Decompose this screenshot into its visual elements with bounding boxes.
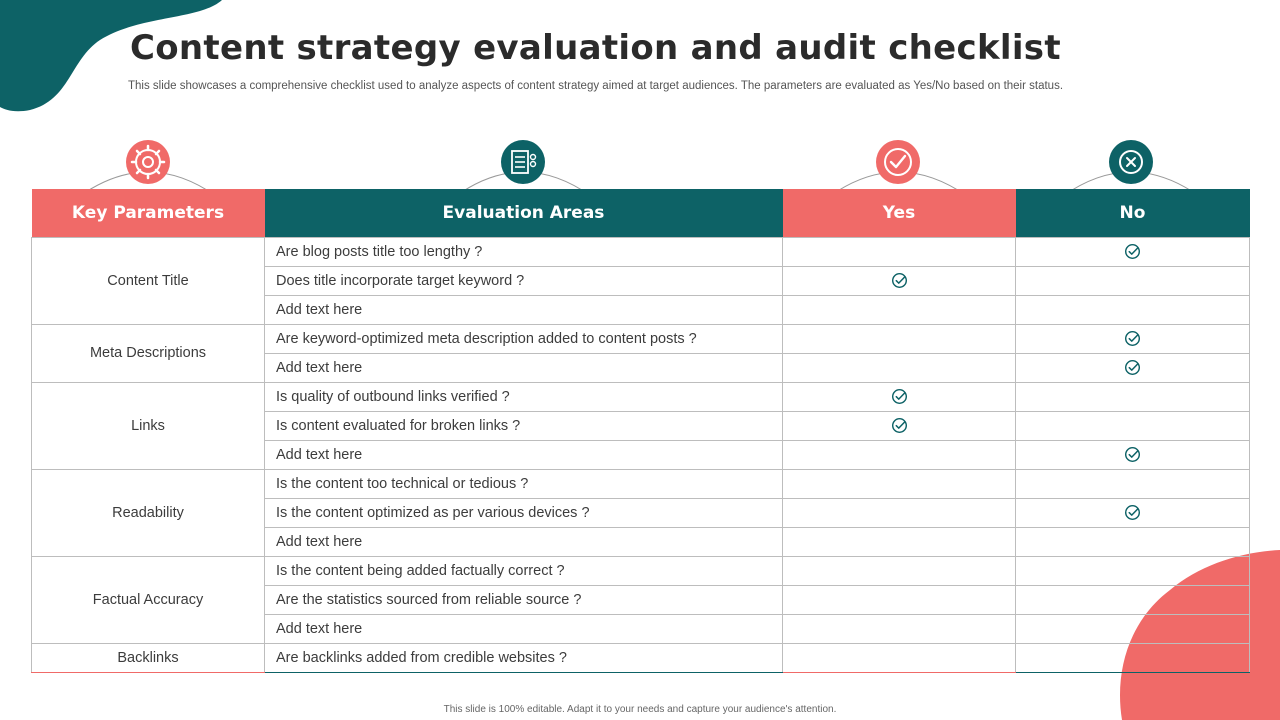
no-cell (1015, 236, 1250, 267)
key-parameter-cell: Backlinks (31, 642, 265, 673)
table-row: Add text here (32, 294, 1250, 325)
evaluation-area-cell: Add text here (264, 352, 783, 383)
no-cell (1015, 468, 1250, 499)
no-cell (1015, 352, 1250, 383)
yes-cell (782, 497, 1016, 528)
yes-cell (782, 439, 1016, 470)
header-yes: Yes (782, 189, 1016, 237)
table-row: Content Title Are blog posts title too le… (31, 236, 1250, 325)
checkmark-icon (876, 140, 920, 184)
evaluation-area-cell: Is content evaluated for broken links ? (264, 410, 783, 441)
yes-cell (782, 468, 1016, 499)
table-row: Does title incorporate target keyword ? (32, 265, 1250, 296)
yes-cell (782, 584, 1016, 615)
table-row: Factual Accuracy Is the content being add… (31, 555, 1250, 644)
evaluation-area-cell: Add text here (264, 439, 783, 470)
evaluation-area-cell: Are keyword-optimized meta description a… (264, 323, 783, 354)
decorative-blob-top-left (0, 0, 222, 112)
slide-title: Content strategy evaluation and audit ch… (130, 28, 1061, 68)
no-cell (1015, 584, 1250, 615)
evaluation-area-cell: Is the content too technical or tedious … (264, 468, 783, 499)
evaluation-area-cell: Is the content optimized as per various … (264, 497, 783, 528)
key-parameter-cell: Links (31, 381, 265, 470)
table-body: Content Title Are blog posts title too le… (31, 236, 1250, 673)
check-circle-icon (891, 417, 908, 434)
header-no: No (1015, 189, 1250, 237)
key-parameter-cell: Content Title (31, 236, 265, 325)
table-row: Readability Is the content too technical … (31, 468, 1250, 557)
x-icon (1109, 140, 1153, 184)
yes-cell (782, 410, 1016, 441)
check-circle-icon (1124, 243, 1141, 260)
table-header-row: Key Parameters Evaluation Areas Yes No (31, 189, 1250, 237)
yes-cell (782, 642, 1016, 673)
check-circle-icon (1124, 359, 1141, 376)
checklist-icon (501, 140, 545, 184)
yes-cell (782, 294, 1016, 325)
key-parameter-cell: Factual Accuracy (31, 555, 265, 644)
no-cell (1015, 381, 1250, 412)
evaluation-area-cell: Add text here (264, 294, 783, 325)
no-cell (1015, 526, 1250, 557)
check-circle-icon (1124, 330, 1141, 347)
no-cell (1015, 323, 1250, 354)
evaluation-area-cell: Are the statistics sourced from reliable… (264, 584, 783, 615)
no-cell (1015, 555, 1250, 586)
no-cell (1015, 294, 1250, 325)
evaluation-area-cell: Are blog posts title too lengthy ? (264, 236, 783, 267)
yes-cell (782, 381, 1016, 412)
yes-cell (782, 526, 1016, 557)
evaluation-area-cell: Does title incorporate target keyword ? (264, 265, 783, 296)
yes-cell (782, 323, 1016, 354)
no-cell (1015, 439, 1250, 470)
no-cell (1015, 265, 1250, 296)
table-row: Links Is quality of outbound links verifi… (31, 381, 1250, 470)
check-circle-icon (891, 388, 908, 405)
no-cell (1015, 410, 1250, 441)
gear-icon (126, 140, 170, 184)
check-circle-icon (1124, 446, 1141, 463)
check-circle-icon (1124, 504, 1141, 521)
slide-footer: This slide is 100% editable. Adapt it to… (443, 704, 837, 715)
audit-checklist-table: Key Parameters Evaluation Areas Yes No C… (31, 189, 1250, 673)
table-row: Backlinks Are backlinks added from credib… (31, 642, 1250, 673)
key-parameter-cell: Readability (31, 468, 265, 557)
yes-cell (782, 265, 1016, 296)
no-cell (1015, 613, 1250, 644)
yes-cell (782, 555, 1016, 586)
table-row: Add text here (32, 352, 1250, 383)
yes-cell (782, 613, 1016, 644)
evaluation-area-cell: Are backlinks added from credible websit… (264, 642, 783, 673)
header-key-parameters: Key Parameters (31, 189, 265, 237)
evaluation-area-cell: Add text here (264, 526, 783, 557)
table-row: Are the statistics sourced from reliable… (32, 584, 1250, 615)
no-cell (1015, 497, 1250, 528)
evaluation-area-cell: Add text here (264, 613, 783, 644)
evaluation-area-cell: Is the content being added factually cor… (264, 555, 783, 586)
header-evaluation-areas: Evaluation Areas (264, 189, 783, 237)
slide-subtitle: This slide showcases a comprehensive che… (128, 80, 1064, 92)
table-row: Meta Descriptions Are keyword-optimized m… (31, 323, 1250, 383)
yes-cell (782, 236, 1016, 267)
yes-cell (782, 352, 1016, 383)
key-parameter-cell: Meta Descriptions (31, 323, 265, 383)
no-cell (1015, 642, 1250, 673)
evaluation-area-cell: Is quality of outbound links verified ? (264, 381, 783, 412)
check-circle-icon (891, 272, 908, 289)
